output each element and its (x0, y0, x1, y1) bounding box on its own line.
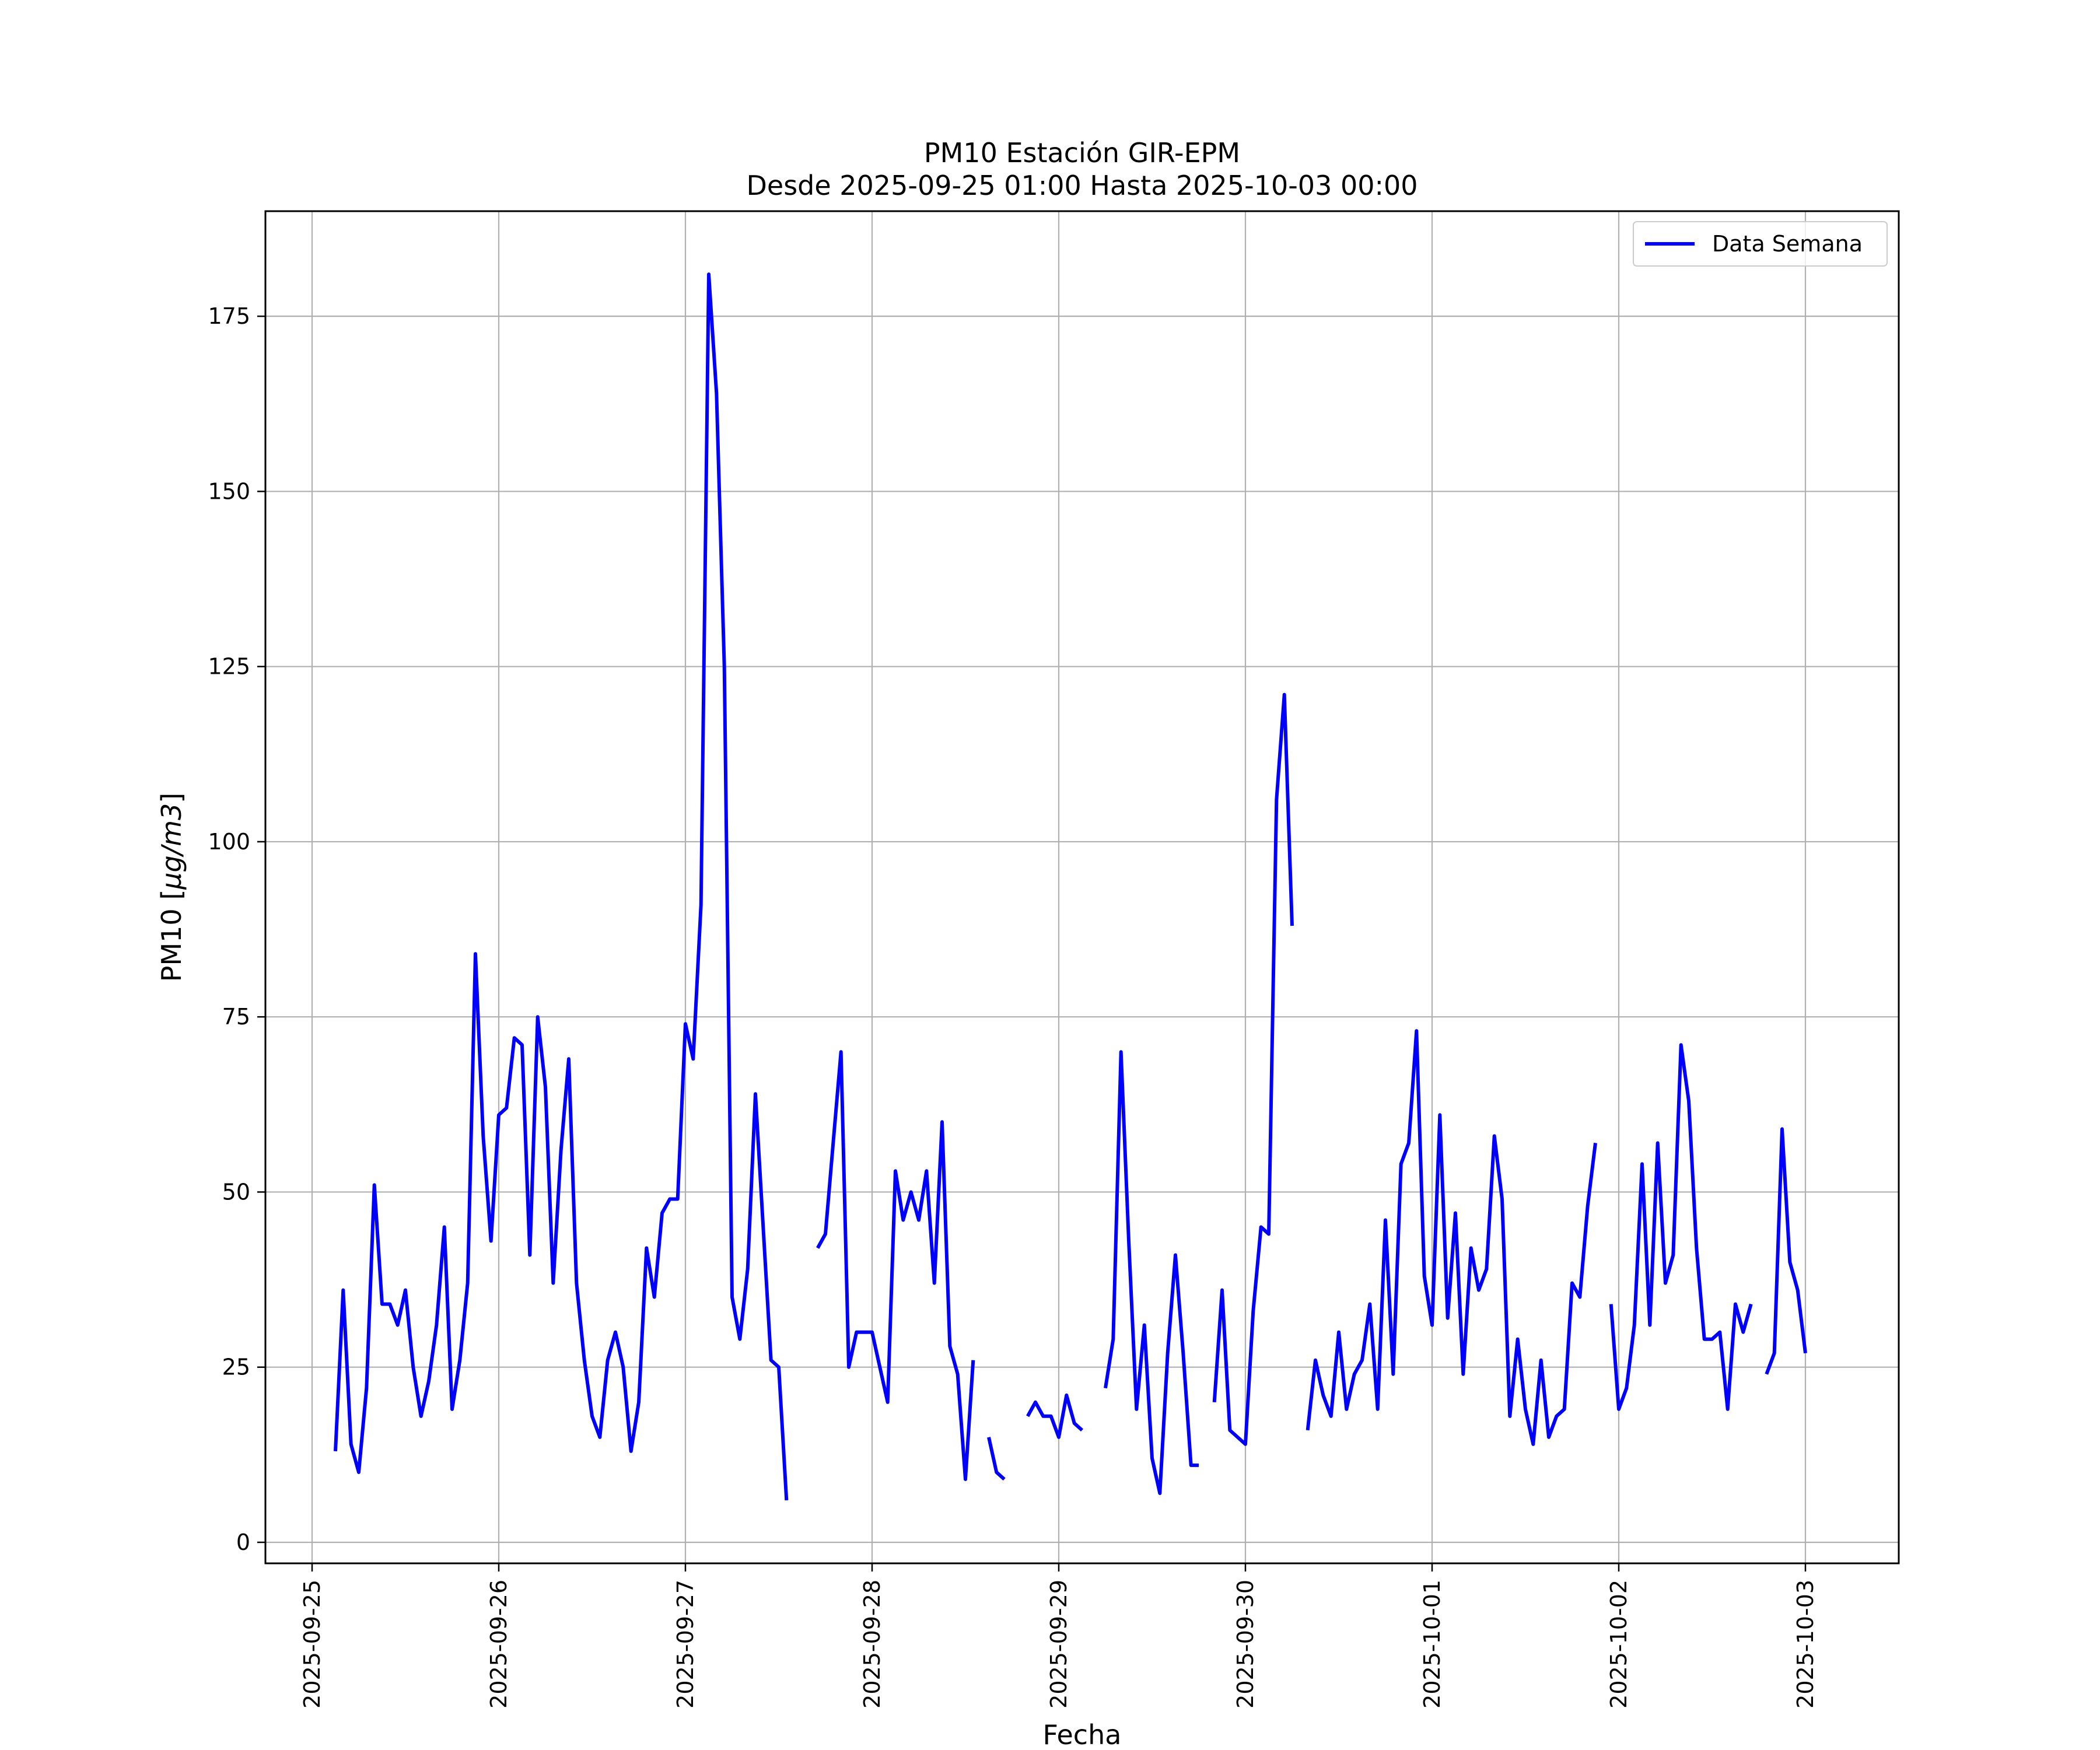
legend-label: Data Semana (1712, 231, 1863, 257)
series-line-segment (1609, 1043, 1753, 1411)
grid (265, 211, 1899, 1563)
y-tick-labels: 0 25 50 75 100 125 150 175 (208, 303, 250, 1555)
x-tick-label: 2025-09-30 (1233, 1580, 1258, 1709)
y-axis-label-unit: μg/m3 (156, 803, 187, 890)
series-data-semana (334, 272, 1807, 1501)
series-line-segment (1765, 1127, 1807, 1375)
x-tick-label: 2025-09-28 (859, 1580, 885, 1709)
chart-subtitle: Desde 2025-09-25 01:00 Hasta 2025-10-03 … (746, 170, 1418, 201)
legend: Data Semana (1633, 221, 1888, 267)
x-tick-labels: 2025-09-25 2025-09-26 2025-09-27 2025-09-28… (299, 1580, 1818, 1709)
y-axis-label-suffix: ] (156, 793, 187, 803)
series-line-segment (987, 1437, 1006, 1481)
x-tick-label: 2025-09-27 (673, 1580, 698, 1709)
y-tick-label: 150 (208, 478, 250, 504)
x-axis-label: Fecha (1043, 1719, 1122, 1750)
series-line-segment (1212, 692, 1294, 1446)
axis-ticks (257, 315, 1807, 1572)
x-tick-label: 2025-10-02 (1606, 1580, 1632, 1709)
y-tick-label: 50 (222, 1179, 250, 1205)
plot-area-frame (264, 210, 1900, 1564)
y-tick-label: 175 (208, 303, 250, 329)
x-tick-label: 2025-10-01 (1419, 1580, 1445, 1709)
y-tick-label: 25 (222, 1354, 250, 1380)
x-tick-label: 2025-09-25 (299, 1580, 325, 1709)
x-tick-label: 2025-09-26 (486, 1580, 512, 1709)
series-line-segment (1026, 1393, 1084, 1439)
x-tick-label: 2025-09-29 (1046, 1580, 1072, 1709)
y-axis-label: PM10 [μg/m3] (156, 793, 187, 982)
y-tick-label: 100 (208, 829, 250, 855)
y-axis-label-prefix: PM10 [ (156, 890, 187, 982)
y-tick-label: 75 (222, 1004, 250, 1030)
y-tick-label: 125 (208, 654, 250, 680)
y-tick-label: 0 (236, 1530, 250, 1555)
series-line-segment (334, 272, 789, 1501)
series-line-segment (1104, 1050, 1199, 1495)
x-tick-label: 2025-10-03 (1793, 1580, 1818, 1709)
series-line-segment (816, 1050, 975, 1481)
series-line-segment (1306, 1029, 1597, 1446)
legend-box (1633, 221, 1888, 267)
chart-title: PM10 Estación GIR-EPM (924, 137, 1240, 169)
